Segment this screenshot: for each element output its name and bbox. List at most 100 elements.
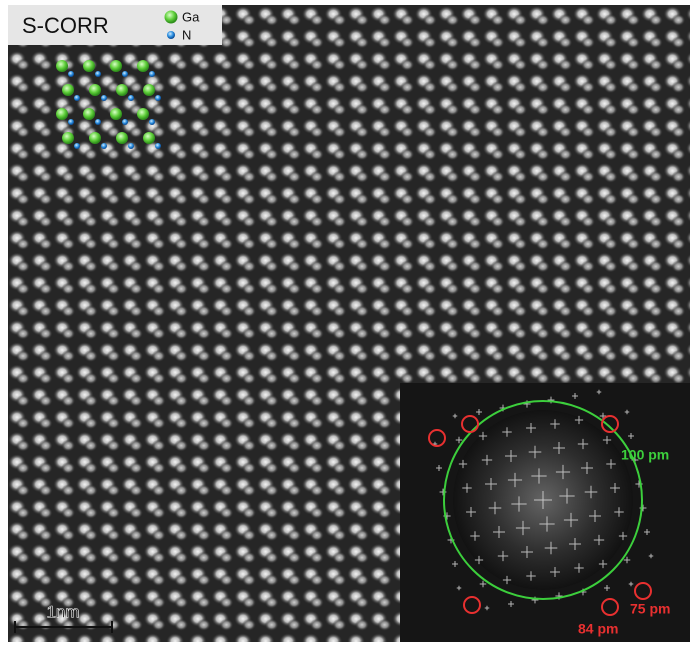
spot-label: 84 pm [578,621,618,637]
fft-spot [508,601,514,607]
scale-label: 1nm [46,602,79,621]
legend-box [156,5,222,45]
fft-spot [606,459,616,469]
legend-label: Ga [182,9,200,24]
fft-spot [624,409,630,415]
n-atom [74,95,80,101]
fft-spot [574,415,584,425]
n-atom [155,143,161,149]
fft-spot [521,546,533,558]
fft-spot [602,435,612,445]
ga-atom [62,84,74,96]
label-box [8,5,156,45]
ga-atom [56,60,68,72]
fft-spot [614,507,624,517]
n-atom [95,71,101,77]
fft-spot [488,501,502,515]
fft-spot [531,468,547,484]
spot-label: 75 pm [630,601,670,617]
fft-spot [599,412,607,420]
fft-spot [474,555,484,565]
fft-spot [478,431,488,441]
fft-spot [596,389,602,395]
fft-spot [648,553,654,559]
ga-atom [89,132,101,144]
spot-marker [428,429,446,447]
fft-spot [593,534,605,546]
n-atom [149,71,155,77]
spot-marker [463,596,481,614]
fft-spot [466,507,476,517]
fft-spot [511,496,527,512]
n-atom [149,119,155,125]
fft-spot [497,550,509,562]
fft-spot [589,510,601,522]
fft-spot [559,488,575,504]
legend-label: N [182,27,191,42]
fft-spot [623,556,631,564]
spot-marker [461,415,479,433]
ga-atom [116,132,128,144]
fft-spot [577,438,589,450]
ga-atom [143,84,155,96]
fft-spot [485,478,497,490]
fft-spot [455,436,463,444]
n-atom [101,95,107,101]
fft-spot [534,491,552,509]
n-atom [101,143,107,149]
n-atom [128,95,134,101]
fft-spot [574,563,584,573]
fft-spot [604,585,610,591]
method-label: S-CORR [22,13,109,38]
fft-spot [526,423,536,433]
n-atom [74,143,80,149]
fft-spot [458,459,468,469]
fft-spot [456,585,462,591]
atom-overlay [56,60,161,149]
fft-spot [555,464,571,480]
fft-spot [569,538,581,550]
fft-spot [581,462,593,474]
legend-ga-marker [164,10,178,24]
fft-spot [502,575,512,585]
fft-spot [481,454,493,466]
fft-spot [618,531,628,541]
fft-spot [544,541,558,555]
scale-bar: 1nm [14,602,113,633]
fft-spot [505,450,517,462]
fft-spot [507,472,523,488]
spot-marker [634,582,652,600]
n-atom [95,119,101,125]
spot-marker [601,415,619,433]
ga-atom [143,132,155,144]
fft-spot [493,526,505,538]
fft-spot [476,409,482,415]
fft-spot [628,433,634,439]
fft-spot [628,581,634,587]
fft-spot [528,445,542,459]
fft-spot [553,442,565,454]
fft-spot [572,393,578,399]
fft-spot [610,483,620,493]
fft-spots [432,389,654,611]
fft-spot [515,520,531,536]
ga-atom [83,108,95,120]
ga-atom [137,60,149,72]
fft-spot [502,427,512,437]
legend-n-marker [167,31,175,39]
n-atom [68,71,74,77]
fft-spot [644,529,650,535]
ga-atom [137,108,149,120]
ga-atom [116,84,128,96]
circle-label: 100 pm [621,447,669,463]
ga-atom [83,60,95,72]
fft-spot [563,512,579,528]
fft-spot [470,531,480,541]
resolution-circle [443,400,643,600]
ga-atom [62,132,74,144]
fft-spot [436,465,442,471]
fft-spot [598,559,608,569]
fft-spot [452,561,458,567]
ga-atom [89,84,101,96]
